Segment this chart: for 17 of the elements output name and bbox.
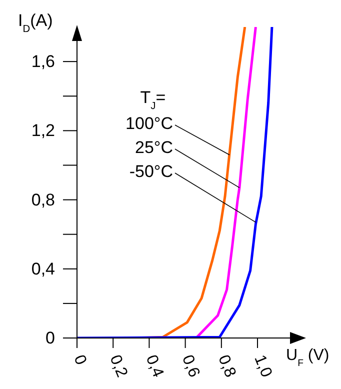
x-tick-label: 1,0 (250, 352, 275, 380)
x-tick-label: 0 (70, 352, 90, 368)
y-tick-label: 1,6 (31, 52, 55, 72)
x-tick-label: 0,2 (106, 352, 130, 380)
x-tick-label: 0,8 (214, 352, 239, 380)
y-tick-label: 0,8 (31, 190, 55, 210)
x-axis-title: U$_{F}$ (V) (286, 347, 330, 368)
annotation: 100°C (126, 114, 173, 133)
y-tick-label: 0 (46, 328, 55, 348)
y-tick-label: 1,2 (31, 121, 55, 140)
y-tick-label: 0,4 (31, 259, 55, 278)
annotation: -50°C (129, 162, 173, 181)
legend-title: T$_{J}$= (140, 88, 166, 112)
x-tick-label: 0,4 (142, 352, 166, 380)
y-axis-title: I$_{D}$(A) (18, 11, 53, 34)
x-tick-label: 0,6 (178, 352, 203, 380)
annotation: 25°C (135, 138, 173, 157)
